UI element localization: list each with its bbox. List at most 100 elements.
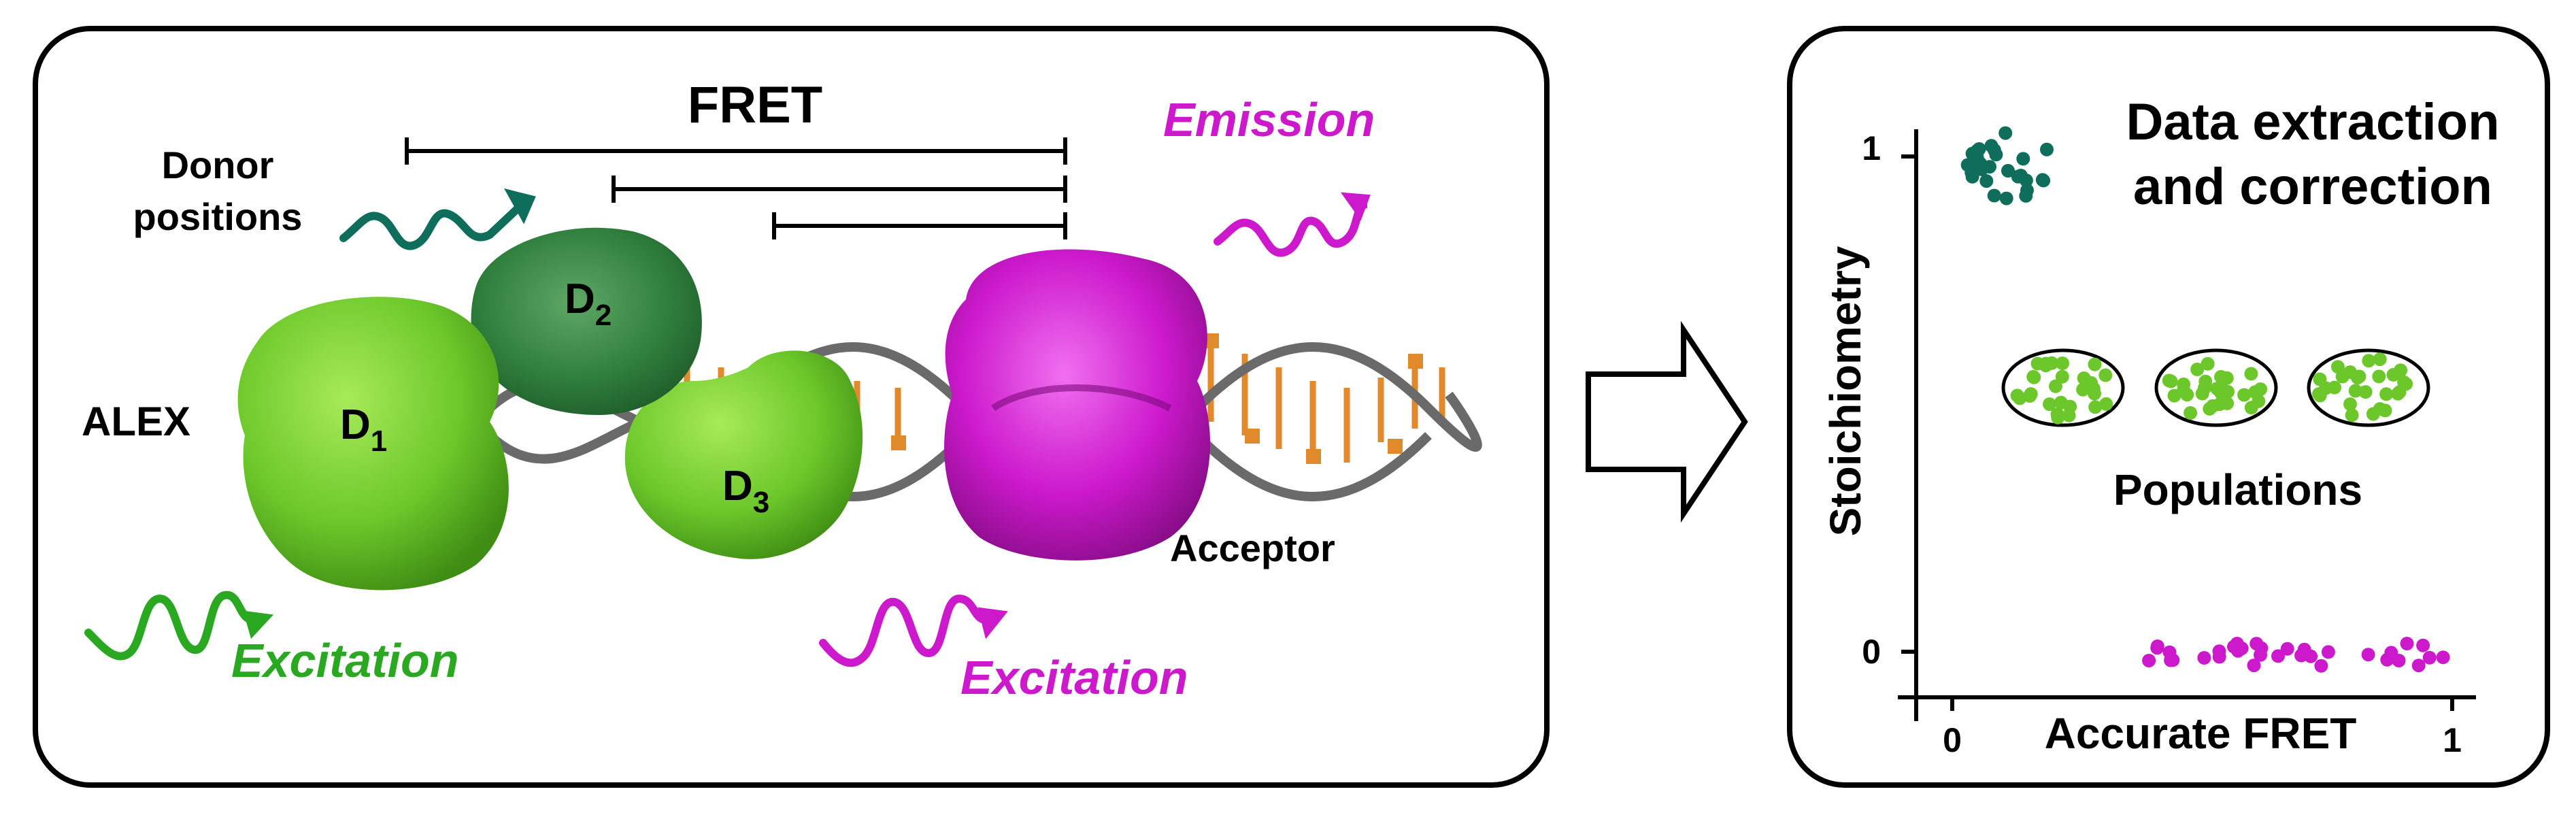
- donor-only-dot: [2011, 169, 2025, 184]
- population-high-dot: [2373, 352, 2387, 367]
- acceptor-only-dot: [2280, 642, 2294, 656]
- population-high-dot: [2352, 369, 2366, 384]
- donor-only-dot: [1984, 139, 1998, 153]
- population-high-dot: [2345, 408, 2359, 422]
- magenta-excitation-wave-icon: [819, 594, 997, 667]
- donor-only-dot: [2020, 183, 2034, 197]
- title-line1: Data extraction: [2126, 93, 2499, 151]
- acceptor-only-dot: [2400, 637, 2414, 650]
- donor-only-dot: [1998, 126, 2013, 140]
- acceptor-only-dot: [2380, 652, 2394, 667]
- population-mid-dot: [2162, 373, 2176, 388]
- population-low-dot: [2056, 356, 2069, 370]
- green-arrowhead-icon: [243, 610, 274, 639]
- donor-positions-label-line1: Donor: [162, 144, 274, 186]
- acceptor-label: Acceptor: [1170, 527, 1335, 569]
- population-low-dot: [2076, 382, 2090, 397]
- donor-only-dot: [1999, 191, 2013, 205]
- population-ellipse-low: [2001, 348, 2125, 427]
- green-excitation-wave-icon: [84, 591, 263, 661]
- population-high-dot: [2343, 397, 2357, 412]
- acceptor-only-dot: [2392, 654, 2406, 667]
- acceptor-only-dot: [2231, 644, 2245, 658]
- population-low-dot: [2098, 368, 2113, 382]
- population-high-dot: [2348, 384, 2362, 398]
- population-dots: [1960, 126, 2450, 673]
- population-low-dot: [2088, 400, 2103, 414]
- population-mid-dot: [2248, 385, 2262, 399]
- teal-excitation-wave-icon: [339, 199, 528, 250]
- donor-d1-label: D1: [340, 401, 387, 458]
- emission-label: Emission: [1163, 93, 1375, 146]
- population-low-dot: [2030, 356, 2045, 371]
- donor-only-dot: [1983, 160, 1996, 174]
- x-axis-label: Accurate FRET: [2045, 709, 2357, 758]
- population-high-dot: [2392, 367, 2406, 381]
- population-mid-dot: [2195, 386, 2209, 401]
- donor-d1-dye-cloud: [237, 297, 509, 591]
- population-low-dot: [2077, 371, 2091, 385]
- population-ellipse-high: [2307, 348, 2430, 427]
- population-high-dot: [2372, 369, 2386, 384]
- population-low-dot: [2088, 357, 2102, 371]
- population-ellipse-mid: [2154, 348, 2278, 427]
- population-high-dot: [2378, 403, 2392, 418]
- population-low-dot: [2045, 356, 2059, 370]
- population-high-dot: [2366, 407, 2380, 421]
- acceptor-only-dot: [2142, 654, 2156, 667]
- donor-only-dot: [2040, 142, 2054, 156]
- acceptor-only-dot: [2197, 651, 2211, 665]
- acceptor-only-dot: [2436, 650, 2450, 665]
- population-mid-dot: [2244, 401, 2258, 415]
- population-high-dot: [2313, 372, 2327, 386]
- populations-label: Populations: [2113, 465, 2362, 514]
- fret-label: FRET: [688, 76, 822, 134]
- population-low-dot: [2026, 369, 2041, 384]
- donor-d2-dye-cloud: [471, 227, 702, 415]
- population-mid-dot: [2180, 388, 2194, 402]
- donor-positions-label-line2: positions: [133, 195, 303, 238]
- population-low-dot: [2010, 388, 2024, 403]
- population-high-dot: [2312, 387, 2326, 401]
- excitation-magenta-label: Excitation: [960, 651, 1188, 704]
- donor-only-dot: [2001, 164, 2015, 178]
- population-low-dot: [2051, 410, 2065, 425]
- acceptor-only-dot: [2294, 648, 2309, 663]
- acceptor-only-dot: [2150, 639, 2164, 653]
- acceptor-dye-cloud: [944, 249, 1211, 561]
- population-mid-dot: [2198, 374, 2213, 388]
- acceptor-only-dot: [2321, 645, 2335, 659]
- acceptor-only-dot: [2162, 645, 2177, 659]
- population-high-dot: [2335, 369, 2349, 384]
- population-mid-dot: [2221, 384, 2235, 399]
- population-mid-dot: [2177, 377, 2191, 391]
- acceptor-only-dot: [2422, 650, 2437, 665]
- population-mid-dot: [2244, 367, 2258, 381]
- population-high-dot: [2379, 387, 2394, 401]
- x-tick-label-1: 1: [2443, 721, 2462, 759]
- acceptor-only-dot: [2212, 650, 2226, 664]
- donor-only-dot: [1965, 169, 1979, 184]
- donor-d3-label: D3: [722, 463, 769, 519]
- donor-only-dot: [2016, 152, 2030, 166]
- process-arrow-icon: [1586, 320, 1748, 523]
- acceptor-only-dot: [2361, 648, 2375, 662]
- population-mid-dot: [2214, 369, 2228, 384]
- donor-only-dot: [1972, 142, 1986, 156]
- excitation-green-label: Excitation: [231, 634, 459, 687]
- population-low-dot: [2099, 397, 2113, 411]
- population-low-dot: [2049, 379, 2062, 393]
- population-high-dot: [2358, 385, 2373, 399]
- population-mid-dot: [2210, 382, 2224, 396]
- acceptor-only-dot: [2416, 638, 2430, 652]
- acceptor-only-dot: [2314, 659, 2328, 673]
- donor-only-dot: [1979, 174, 1994, 188]
- acceptor-only-dot: [2247, 659, 2261, 673]
- population-high-dot: [2392, 385, 2407, 399]
- x-tick-label-0: 0: [1943, 721, 1962, 759]
- population-low-dot: [2043, 397, 2056, 412]
- y-tick-label-1: 1: [1862, 129, 1881, 167]
- fret-distance-bars: [405, 137, 1067, 239]
- donor-only-dot: [1987, 188, 2001, 203]
